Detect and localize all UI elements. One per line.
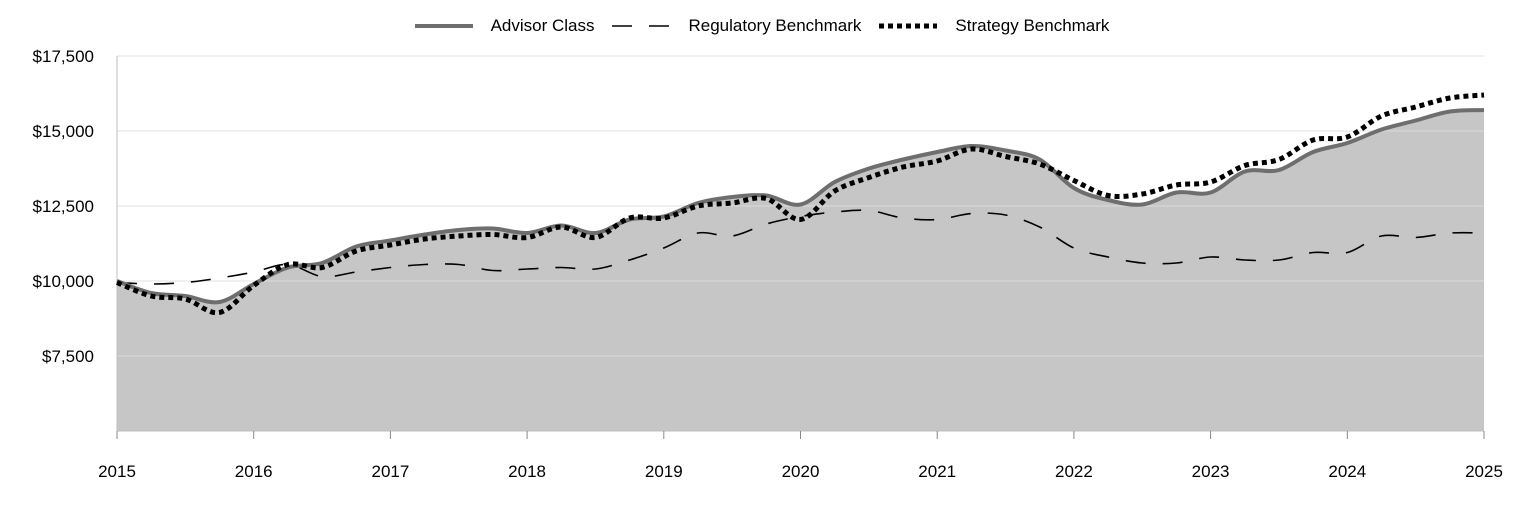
legend-label-strategy-benchmark: Strategy Benchmark [955, 16, 1110, 35]
legend-swatch-dotted [879, 23, 938, 29]
y-tick-label: $12,500 [33, 197, 94, 216]
x-tick-label: 2025 [1465, 462, 1503, 481]
legend-item-regulatory-benchmark: Regulatory Benchmark [612, 14, 861, 38]
legend-label-advisor-class: Advisor Class [490, 16, 595, 35]
x-tick-label: 2020 [782, 462, 820, 481]
legend: Advisor Class Regulatory Benchmark Strat… [0, 14, 1524, 38]
legend-item-advisor-class: Advisor Class [414, 14, 595, 38]
x-tick-label: 2017 [371, 462, 409, 481]
series-line-advisor-class [116, 108, 1485, 305]
x-tick-label: 2024 [1328, 462, 1366, 481]
y-tick-label: $17,500 [33, 47, 94, 66]
x-tick-label: 2022 [1055, 462, 1093, 481]
x-tick-label: 2019 [645, 462, 683, 481]
legend-swatch-dashed [612, 25, 671, 27]
x-tick-label: 2018 [508, 462, 546, 481]
legend-label-regulatory-benchmark: Regulatory Benchmark [688, 16, 862, 35]
x-tick-label: 2023 [1192, 462, 1230, 481]
x-tick-label: 2016 [235, 462, 273, 481]
legend-swatch-solid [414, 24, 473, 28]
series-line-regulatory-benchmark [116, 209, 1485, 285]
y-tick-label: $15,000 [33, 122, 94, 141]
legend-item-strategy-benchmark: Strategy Benchmark [879, 14, 1109, 38]
y-tick-label: $10,000 [33, 272, 94, 291]
y-tick-label: $7,500 [42, 347, 94, 366]
advisor-class-area [117, 110, 1484, 431]
x-tick-label: 2021 [918, 462, 956, 481]
x-tick-label: 2015 [98, 462, 136, 481]
series-line-strategy-benchmark [116, 92, 1485, 316]
